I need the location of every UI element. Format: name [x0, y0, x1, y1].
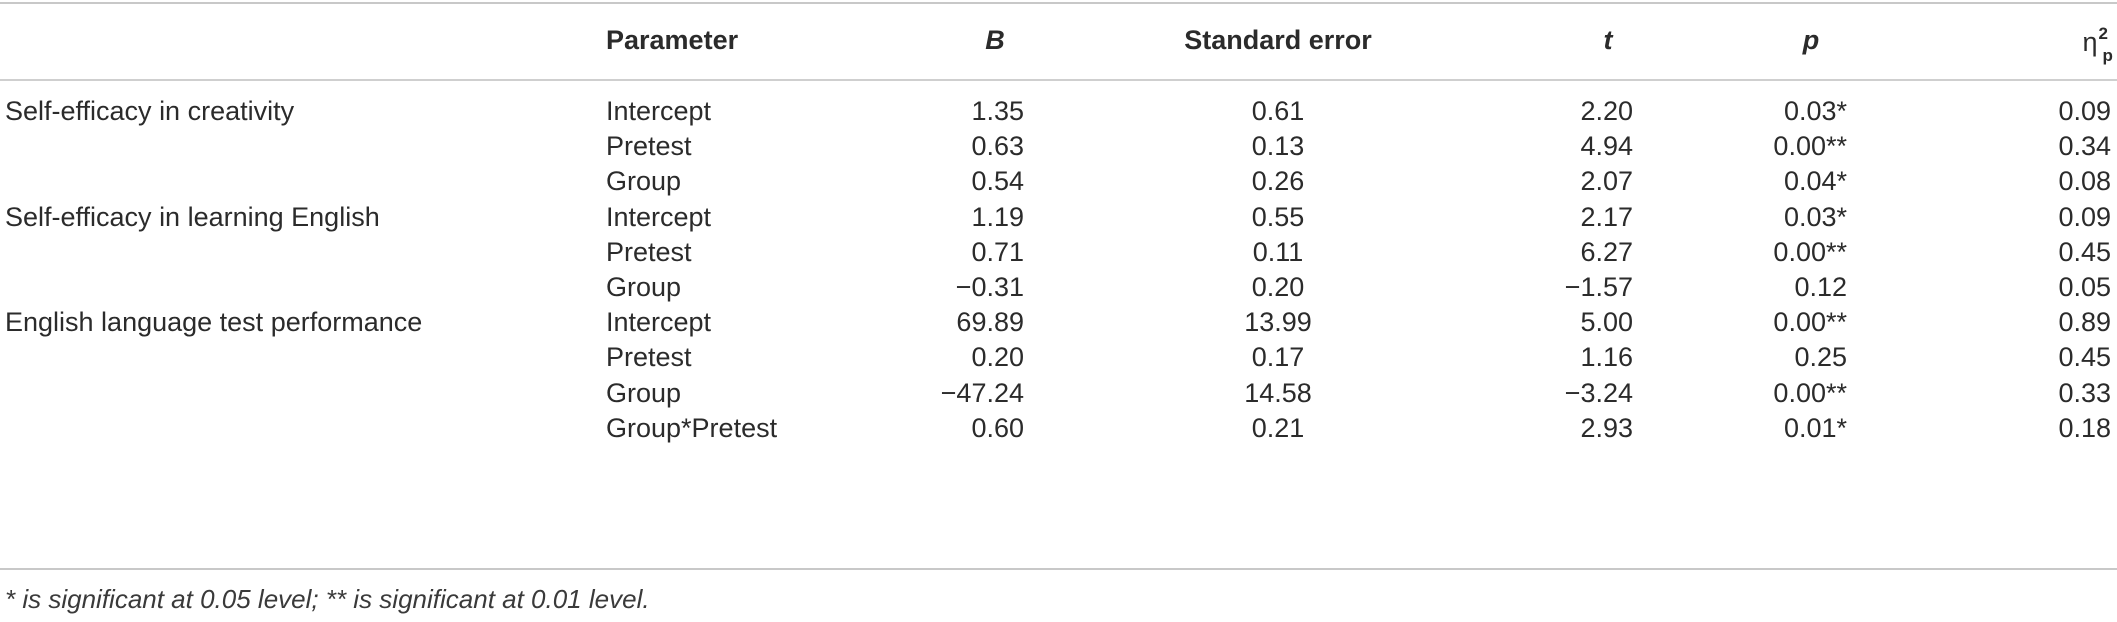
row-partial-eta-squared: 0.45 — [2058, 342, 2111, 372]
header-b: B — [985, 25, 1005, 55]
row-p: 0.04* — [1783, 166, 1847, 196]
header-partial-eta-squared: η2 p — [2082, 20, 2113, 65]
row-p: 0.03* — [1783, 96, 1847, 126]
row-parameter: Pretest — [606, 342, 692, 372]
row-parameter: Pretest — [606, 237, 692, 267]
row-p: 0.00** — [1773, 307, 1847, 337]
row-partial-eta-squared: 0.34 — [2058, 131, 2111, 161]
row-b: 0.71 — [971, 237, 1024, 267]
header-p: p — [1802, 25, 1820, 55]
row-b: 0.60 — [971, 413, 1024, 443]
header-eta-subscript: p — [2102, 46, 2113, 65]
row-partial-eta-squared: 0.45 — [2058, 237, 2111, 267]
row-partial-eta-squared: 0.09 — [2058, 202, 2111, 232]
row-p: 0.03* — [1783, 202, 1847, 232]
row-b: 69.89 — [956, 307, 1024, 337]
row-b: 0.54 — [971, 166, 1024, 196]
row-parameter: Group*Pretest — [606, 413, 778, 443]
row-t: 2.17 — [1580, 202, 1633, 232]
row-t: 1.16 — [1580, 342, 1633, 372]
header-t: t — [1603, 25, 1613, 55]
row-partial-eta-squared: 0.33 — [2058, 378, 2111, 408]
row-p: 0.12 — [1794, 272, 1847, 302]
row-standard-error: 0.21 — [1251, 413, 1305, 443]
row-p: 0.01* — [1783, 413, 1847, 443]
row-partial-eta-squared: 0.18 — [2058, 413, 2111, 443]
row-outcome: Self-efficacy in creativity — [5, 96, 295, 126]
header-eta-superscript: 2 — [2098, 24, 2108, 43]
header-eta-symbol: η — [2082, 27, 2098, 57]
row-b: −47.24 — [940, 378, 1024, 408]
row-p: 0.25 — [1794, 342, 1847, 372]
row-t: 5.00 — [1580, 307, 1633, 337]
row-t: 2.93 — [1580, 413, 1633, 443]
row-b: 1.35 — [971, 96, 1024, 126]
row-standard-error: 0.20 — [1251, 272, 1305, 302]
row-partial-eta-squared: 0.05 — [2058, 272, 2111, 302]
row-b: 0.20 — [971, 342, 1024, 372]
row-parameter: Group — [606, 378, 682, 408]
row-standard-error: 14.58 — [1244, 378, 1312, 408]
row-t: 6.27 — [1580, 237, 1633, 267]
row-t: 2.20 — [1580, 96, 1633, 126]
row-standard-error: 0.61 — [1251, 96, 1305, 126]
row-outcome: Self-efficacy in learning English — [5, 202, 380, 232]
row-partial-eta-squared: 0.08 — [2058, 166, 2111, 196]
table-footnote: * is significant at 0.05 level; ** is si… — [5, 584, 650, 614]
table-top-rule — [0, 2, 2117, 4]
row-outcome: English language test performance — [5, 307, 423, 337]
row-parameter: Intercept — [606, 202, 712, 232]
row-parameter: Intercept — [606, 96, 712, 126]
row-t: 4.94 — [1580, 131, 1633, 161]
row-parameter: Pretest — [606, 131, 692, 161]
row-b: −0.31 — [955, 272, 1024, 302]
row-t: −1.57 — [1564, 272, 1633, 302]
row-parameter: Intercept — [606, 307, 712, 337]
row-standard-error: 0.13 — [1251, 131, 1305, 161]
row-p: 0.00** — [1773, 237, 1847, 267]
row-standard-error: 13.99 — [1244, 307, 1312, 337]
row-p: 0.00** — [1773, 131, 1847, 161]
row-standard-error: 0.17 — [1251, 342, 1305, 372]
header-parameter: Parameter — [606, 25, 739, 55]
row-p: 0.00** — [1773, 378, 1847, 408]
table-bottom-rule — [0, 568, 2117, 570]
row-partial-eta-squared: 0.89 — [2058, 307, 2111, 337]
row-partial-eta-squared: 0.09 — [2058, 96, 2111, 126]
table-header-rule — [0, 79, 2117, 81]
row-t: −3.24 — [1564, 378, 1633, 408]
row-parameter: Group — [606, 166, 682, 196]
header-standard-error: Standard error — [1184, 25, 1372, 55]
row-standard-error: 0.55 — [1251, 202, 1305, 232]
row-b: 1.19 — [971, 202, 1024, 232]
row-parameter: Group — [606, 272, 682, 302]
row-standard-error: 0.26 — [1251, 166, 1305, 196]
row-t: 2.07 — [1580, 166, 1633, 196]
row-standard-error: 0.11 — [1252, 237, 1304, 267]
row-b: 0.63 — [971, 131, 1024, 161]
